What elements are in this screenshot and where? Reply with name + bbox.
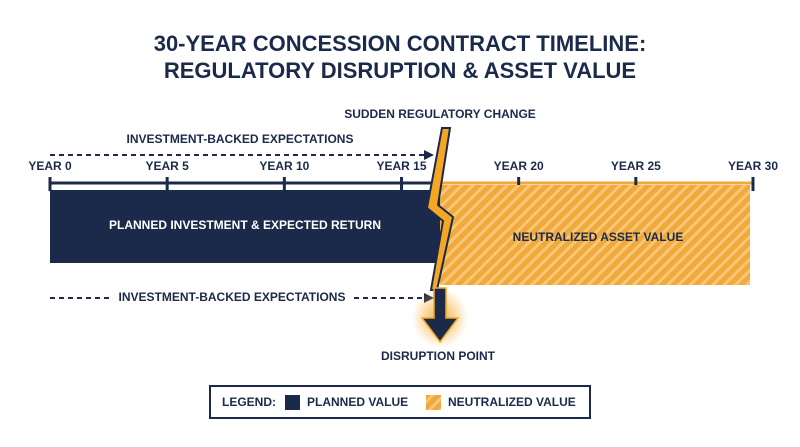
year-label: YEAR 0 bbox=[28, 159, 72, 173]
legend-swatch bbox=[426, 395, 441, 410]
year-label: YEAR 20 bbox=[494, 159, 544, 173]
down-arrow bbox=[420, 287, 460, 344]
legend-swatch bbox=[285, 395, 300, 410]
disruption-label: DISRUPTION POINT bbox=[381, 349, 496, 363]
neutralized-block bbox=[440, 185, 750, 285]
legend-box bbox=[209, 385, 591, 419]
year-label: YEAR 5 bbox=[145, 159, 189, 173]
change-label: SUDDEN REGULATORY CHANGE bbox=[344, 107, 536, 121]
expectations-label: INVESTMENT-BACKED EXPECTATIONS bbox=[119, 290, 346, 304]
year-label: YEAR 15 bbox=[376, 159, 426, 173]
title-line: REGULATORY DISRUPTION & ASSET VALUE bbox=[164, 58, 636, 83]
timeline: YEAR 0 YEAR 5 YEAR 10 YEAR 15 YEAR 20 YEAR 25… bbox=[28, 159, 778, 191]
year-label: YEAR 10 bbox=[259, 159, 309, 173]
year-label: YEAR 30 bbox=[728, 159, 778, 173]
expectations-label: INVESTMENT-BACKED EXPECTATIONS bbox=[127, 132, 354, 146]
legend-item: NEUTRALIZED VALUE bbox=[448, 395, 576, 409]
legend-title: LEGEND: bbox=[222, 395, 276, 409]
neutralized-label: NEUTRALIZED ASSET VALUE bbox=[513, 230, 684, 244]
year-label: YEAR 25 bbox=[611, 159, 661, 173]
legend-item: PLANNED VALUE bbox=[307, 395, 408, 409]
planned-label: PLANNED INVESTMENT & EXPECTED RETURN bbox=[109, 218, 381, 232]
title-line: 30-YEAR CONCESSION CONTRACT TIMELINE: bbox=[154, 31, 647, 56]
planned-block bbox=[50, 190, 440, 263]
arrow-head bbox=[424, 150, 434, 160]
